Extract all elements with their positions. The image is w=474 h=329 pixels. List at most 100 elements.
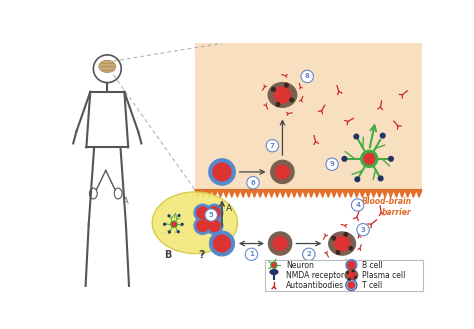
- Polygon shape: [405, 190, 410, 197]
- Circle shape: [273, 237, 287, 250]
- Polygon shape: [274, 190, 280, 197]
- Circle shape: [197, 207, 209, 218]
- Text: NMDA receptor: NMDA receptor: [286, 270, 345, 280]
- Polygon shape: [269, 190, 274, 197]
- Text: Neuron: Neuron: [286, 261, 314, 269]
- Circle shape: [326, 158, 338, 170]
- Polygon shape: [309, 190, 314, 197]
- Polygon shape: [223, 190, 229, 197]
- Circle shape: [348, 262, 355, 269]
- Circle shape: [336, 251, 340, 254]
- Polygon shape: [410, 190, 416, 197]
- Polygon shape: [416, 190, 422, 197]
- Polygon shape: [314, 190, 320, 197]
- Polygon shape: [393, 190, 399, 197]
- Circle shape: [245, 248, 258, 261]
- Text: ?: ?: [198, 250, 204, 260]
- Circle shape: [275, 165, 290, 179]
- Polygon shape: [235, 190, 240, 197]
- Circle shape: [351, 199, 364, 211]
- Ellipse shape: [152, 192, 237, 254]
- Polygon shape: [359, 190, 365, 197]
- Circle shape: [171, 221, 177, 227]
- Circle shape: [357, 223, 369, 236]
- Polygon shape: [201, 190, 206, 197]
- Text: 7: 7: [270, 143, 275, 149]
- Polygon shape: [331, 190, 337, 197]
- Polygon shape: [399, 190, 405, 197]
- Text: 1: 1: [249, 251, 254, 257]
- Text: Plasma cell: Plasma cell: [362, 270, 406, 280]
- Circle shape: [354, 134, 359, 139]
- Circle shape: [206, 217, 223, 234]
- Polygon shape: [240, 190, 246, 197]
- Polygon shape: [246, 190, 252, 197]
- Circle shape: [355, 276, 356, 278]
- Polygon shape: [376, 190, 382, 197]
- Circle shape: [355, 177, 360, 182]
- Text: B: B: [164, 250, 172, 260]
- Polygon shape: [343, 190, 348, 197]
- Circle shape: [205, 209, 218, 221]
- Circle shape: [349, 278, 350, 280]
- Circle shape: [209, 220, 220, 232]
- Circle shape: [214, 235, 230, 252]
- Circle shape: [178, 215, 180, 216]
- Circle shape: [168, 215, 170, 217]
- Circle shape: [268, 232, 292, 255]
- Circle shape: [378, 176, 383, 181]
- Text: 2: 2: [306, 251, 311, 257]
- Polygon shape: [263, 190, 269, 197]
- Circle shape: [361, 150, 378, 167]
- Text: B cell: B cell: [362, 261, 383, 269]
- Ellipse shape: [268, 83, 297, 107]
- Circle shape: [271, 262, 277, 268]
- Polygon shape: [292, 190, 297, 197]
- Text: A: A: [226, 204, 232, 214]
- Circle shape: [194, 204, 211, 221]
- Text: 4: 4: [355, 202, 360, 208]
- Polygon shape: [337, 190, 343, 197]
- Polygon shape: [303, 190, 309, 197]
- Polygon shape: [297, 190, 303, 197]
- Circle shape: [347, 281, 356, 290]
- Text: Blood-brain
barrier: Blood-brain barrier: [362, 197, 412, 217]
- Polygon shape: [365, 190, 371, 197]
- Polygon shape: [218, 190, 223, 197]
- Text: 3: 3: [361, 227, 365, 233]
- Polygon shape: [348, 190, 354, 197]
- Circle shape: [335, 236, 350, 251]
- Circle shape: [348, 272, 355, 279]
- Text: T cell: T cell: [362, 281, 383, 290]
- Circle shape: [266, 139, 279, 152]
- Polygon shape: [280, 190, 286, 197]
- Text: 9: 9: [329, 161, 335, 167]
- Ellipse shape: [270, 270, 278, 274]
- FancyBboxPatch shape: [195, 43, 422, 193]
- Polygon shape: [195, 190, 201, 197]
- Circle shape: [213, 163, 231, 181]
- Text: 6: 6: [251, 180, 255, 186]
- Polygon shape: [257, 190, 263, 197]
- Ellipse shape: [329, 232, 356, 255]
- Polygon shape: [371, 190, 376, 197]
- Text: A: A: [123, 197, 128, 206]
- Polygon shape: [320, 190, 326, 197]
- Circle shape: [164, 223, 165, 225]
- Circle shape: [364, 153, 374, 164]
- Circle shape: [172, 222, 176, 226]
- Circle shape: [284, 83, 288, 87]
- Polygon shape: [206, 190, 212, 197]
- Ellipse shape: [99, 60, 116, 73]
- Circle shape: [177, 231, 179, 233]
- Circle shape: [301, 70, 313, 83]
- Circle shape: [210, 231, 235, 256]
- Text: 8: 8: [305, 73, 310, 79]
- Polygon shape: [286, 190, 292, 197]
- Circle shape: [348, 282, 355, 288]
- Circle shape: [344, 233, 347, 236]
- Circle shape: [197, 220, 209, 232]
- Circle shape: [272, 88, 275, 91]
- Polygon shape: [229, 190, 235, 197]
- Circle shape: [302, 248, 315, 261]
